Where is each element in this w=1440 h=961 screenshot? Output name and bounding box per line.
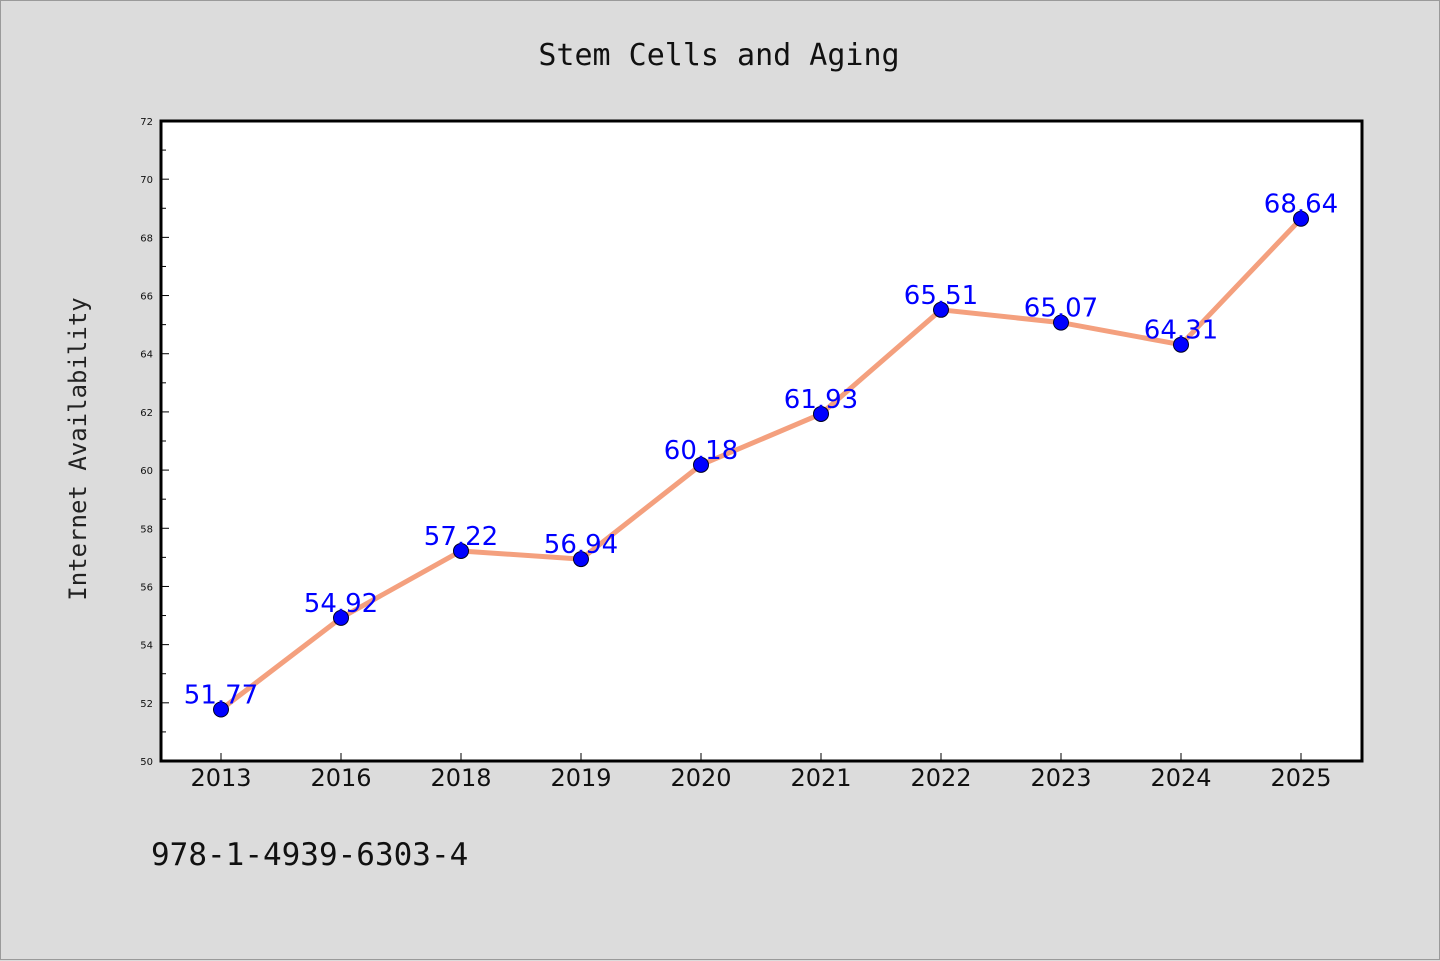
data-label: 65.51 [904,281,978,311]
data-label: 60.18 [664,436,738,466]
data-point-marker [1293,210,1309,227]
data-point-marker [933,301,949,318]
y-tick-label: 66 [140,292,153,303]
data-point-marker [813,405,829,422]
y-tick-label: 58 [140,524,153,535]
data-label: 61.93 [784,385,858,415]
isbn-footnote: 978-1-4939-6303-4 [151,837,468,873]
y-tick-label: 68 [140,233,153,244]
x-tick-label: 2025 [1270,764,1331,792]
data-point-marker [333,609,349,626]
data-point-marker [213,701,229,718]
data-label: 56.94 [544,530,618,560]
x-tick-label: 2018 [430,764,491,792]
data-series: 51.77 54.92 57.22 56.94 60.18 61.93 65.51 65.07… [184,190,1338,718]
x-tick-label: 2013 [190,764,251,792]
y-tick-label: 60 [140,466,153,477]
x-axis: 2013 2016 2018 2019 2020 2021 2022 2023 2024 2025 [190,753,1332,792]
data-point-marker [693,456,709,473]
y-tick-label: 54 [140,641,153,652]
y-tick-label: 70 [140,175,153,186]
x-tick-label: 2021 [790,764,851,792]
data-label: 51.77 [184,681,258,711]
y-tick-label: 64 [140,350,153,361]
x-tick-label: 2023 [1030,764,1091,792]
x-tick-label: 2022 [910,764,971,792]
y-tick-label: 56 [140,582,153,593]
data-label: 57.22 [424,522,498,552]
x-tick-label: 2020 [670,764,731,792]
y-tick-label: 62 [140,408,153,419]
x-tick-label: 2016 [310,764,371,792]
data-label: 64.31 [1144,316,1218,346]
y-axis: 50 52 54 56 58 60 62 64 66 68 70 72 [140,117,169,768]
data-point-marker [1173,336,1189,353]
y-axis-label: Internet Availability [64,297,92,600]
y-tick-label: 52 [140,699,153,710]
y-tick-label: 50 [140,757,153,768]
x-tick-label: 2024 [1150,764,1211,792]
data-point-marker [573,551,589,568]
x-tick-label: 2019 [550,764,611,792]
data-label: 65.07 [1024,294,1098,324]
series-line [218,216,1304,713]
data-point-marker [453,542,469,559]
chart-title: Stem Cells and Aging [538,38,899,73]
y-tick-label: 72 [140,117,153,128]
data-point-marker [1053,314,1069,331]
data-label: 68.64 [1264,190,1338,220]
data-label: 54.92 [304,589,378,619]
